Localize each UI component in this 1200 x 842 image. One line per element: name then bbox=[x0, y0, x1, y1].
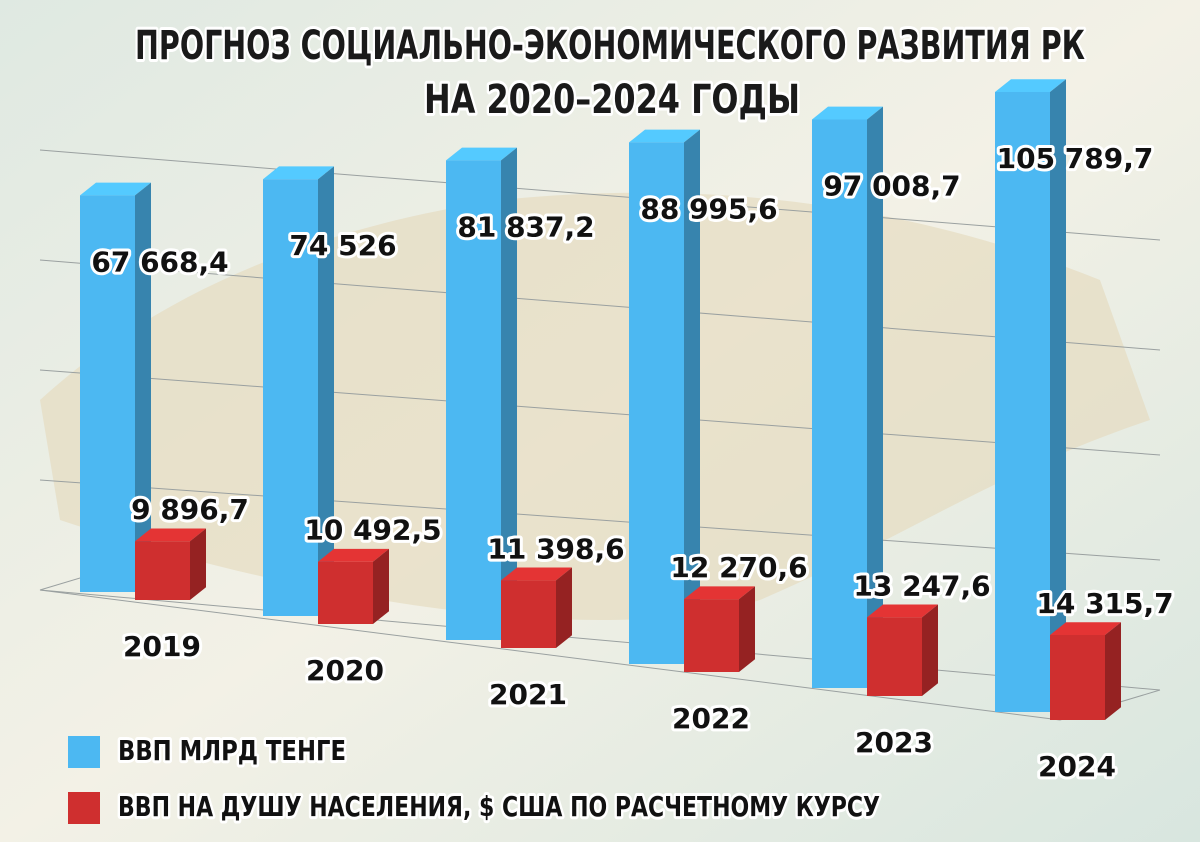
bar bbox=[629, 129, 700, 665]
bar bbox=[80, 182, 151, 593]
bar bbox=[318, 548, 389, 624]
data-label: 81 837,2 bbox=[457, 210, 594, 243]
bar bbox=[263, 166, 334, 616]
bar bbox=[501, 567, 572, 648]
data-label: 10 492,5 bbox=[304, 514, 441, 547]
chart-title: ПРОГНОЗ СОЦИАЛЬНО-ЭКОНОМИЧЕСКОГО РАЗВИТИ… bbox=[135, 23, 1085, 69]
data-label: 88 995,6 bbox=[640, 192, 777, 225]
x-tick-label: 2023 bbox=[855, 726, 933, 759]
bar bbox=[867, 604, 938, 696]
bar bbox=[446, 147, 517, 640]
x-tick-label: 2024 bbox=[1038, 750, 1116, 783]
data-label: 74 526 bbox=[289, 229, 396, 262]
bar bbox=[1050, 622, 1121, 720]
data-label: 9 896,7 bbox=[131, 493, 249, 526]
bar bbox=[684, 586, 755, 672]
legend-swatch bbox=[68, 792, 100, 824]
data-label: 14 315,7 bbox=[1036, 587, 1173, 620]
x-tick-label: 2020 bbox=[306, 654, 384, 687]
data-label: 97 008,7 bbox=[823, 169, 960, 202]
x-tick-label: 2019 bbox=[123, 630, 201, 663]
data-label: 12 270,6 bbox=[670, 551, 807, 584]
bar bbox=[135, 528, 206, 600]
bar bbox=[995, 79, 1066, 712]
chart-title: НА 2020–2024 ГОДЫ bbox=[424, 77, 800, 123]
x-tick-label: 2022 bbox=[672, 702, 750, 735]
data-label: 11 398,6 bbox=[487, 532, 624, 565]
data-label: 13 247,6 bbox=[853, 569, 990, 602]
legend-label: ВВП НА ДУШУ НАСЕЛЕНИЯ, $ США ПО РАСЧЕТНО… bbox=[118, 790, 880, 823]
bar bbox=[812, 106, 883, 689]
legend-label: ВВП МЛРД ТЕНГЕ bbox=[118, 734, 346, 767]
data-label: 67 668,4 bbox=[91, 245, 228, 278]
data-label: 105 789,7 bbox=[997, 142, 1154, 175]
legend-swatch bbox=[68, 736, 100, 768]
x-tick-label: 2021 bbox=[489, 678, 567, 711]
